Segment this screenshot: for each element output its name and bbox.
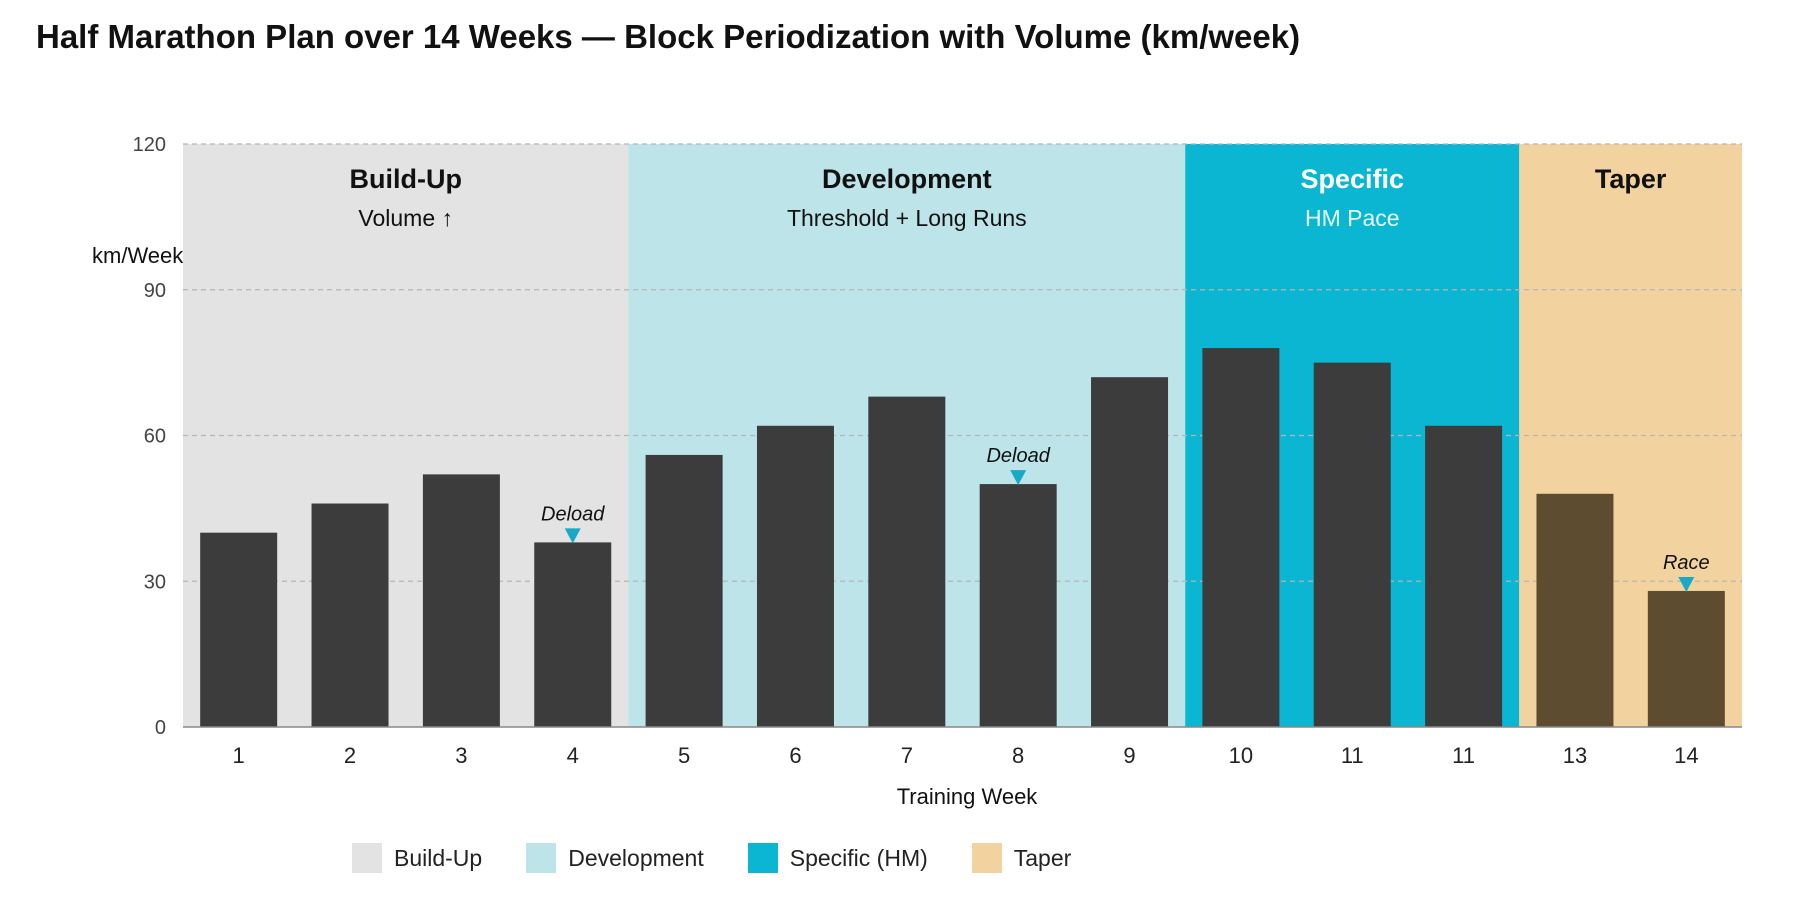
x-tick-label: 7 — [901, 743, 913, 768]
x-tick-label: 1 — [233, 743, 245, 768]
annotation-marker-2 — [1678, 576, 1695, 592]
axes: 0 30 60 90 120 1 2 3 4 5 6 7 8 9 10 11 11 13 14 — [133, 134, 1742, 768]
x-tick-label: 14 — [1674, 743, 1698, 768]
bar-week-7 — [868, 396, 946, 727]
x-tick-label: 11 — [1452, 743, 1475, 768]
legend-swatch — [526, 843, 557, 873]
y-tick-label: 90 — [144, 280, 166, 302]
phase-subtitle-2: HM Pace — [1305, 205, 1400, 231]
annotation-marker-1 — [1010, 470, 1027, 486]
bar-week-1 — [200, 532, 278, 727]
bar-week-8 — [979, 484, 1057, 727]
bars — [200, 348, 1725, 727]
bar-week-10 — [1202, 348, 1280, 727]
legend-swatch — [971, 843, 1002, 873]
y-tick-label: 120 — [133, 134, 166, 156]
phase-title-2: Specific — [1300, 164, 1404, 194]
phase-title-3: Taper — [1595, 164, 1667, 194]
legend-label: Development — [568, 844, 704, 871]
x-axis-label: Training Week — [897, 784, 1039, 809]
bar-week-6 — [756, 425, 834, 727]
annotation-label-1: Deload — [986, 445, 1050, 467]
legend-item-3: Taper — [971, 843, 1072, 873]
legend-swatch — [352, 843, 382, 873]
legend-item-1: Development — [526, 843, 704, 873]
legend-swatch — [747, 843, 778, 873]
legend-label: Taper — [1013, 844, 1072, 871]
legend: Build-Up Development Specific (HM) Taper — [352, 843, 1115, 873]
y-tick-label: 60 — [144, 426, 166, 448]
y-axis-label: km/Week — [92, 243, 184, 268]
annotation-label-0: Deload — [541, 503, 605, 525]
bar-week-5 — [645, 454, 723, 727]
x-tick-label: 5 — [678, 743, 690, 768]
bar-week-11 — [1313, 362, 1391, 727]
chart-title: Half Marathon Plan over 14 Weeks — Block… — [36, 18, 1301, 55]
bar-chart: Build-Up Volume ↑ Development Threshold + L… — [92, 134, 1742, 809]
phase-subtitle-0: Volume ↑ — [358, 205, 453, 231]
phase-title-1: Development — [822, 164, 992, 194]
bar-week-3 — [422, 474, 500, 727]
x-tick-label: 13 — [1563, 743, 1587, 768]
annotation-marker-0 — [564, 528, 581, 544]
y-tick-label: 0 — [155, 717, 166, 739]
legend-item-0: Build-Up — [352, 843, 482, 873]
legend-label: Specific (HM) — [789, 844, 928, 871]
bar-week-12 — [1425, 425, 1503, 727]
bar-week-14 — [1647, 590, 1725, 727]
bar-week-13 — [1536, 493, 1614, 727]
x-tick-label: 10 — [1229, 743, 1253, 768]
annotations: Deload Deload Race — [541, 445, 1710, 592]
y-tick-label: 30 — [144, 571, 166, 593]
bar-week-9 — [1091, 377, 1169, 727]
legend-item-2: Specific (HM) — [747, 843, 928, 873]
annotation-label-2: Race — [1663, 552, 1710, 574]
x-tick-label: 6 — [789, 743, 801, 768]
x-tick-label: 9 — [1123, 743, 1135, 768]
legend-label: Build-Up — [394, 844, 483, 871]
bar-week-4 — [534, 542, 612, 727]
bar-week-2 — [311, 503, 389, 727]
x-tick-label: 4 — [567, 743, 579, 768]
x-tick-label: 2 — [344, 743, 356, 768]
x-tick-label: 11 — [1341, 743, 1364, 768]
phase-subtitle-1: Threshold + Long Runs — [787, 205, 1027, 231]
x-tick-label: 8 — [1012, 743, 1024, 768]
x-tick-label: 3 — [455, 743, 467, 768]
phase-title-0: Build-Up — [349, 164, 461, 194]
